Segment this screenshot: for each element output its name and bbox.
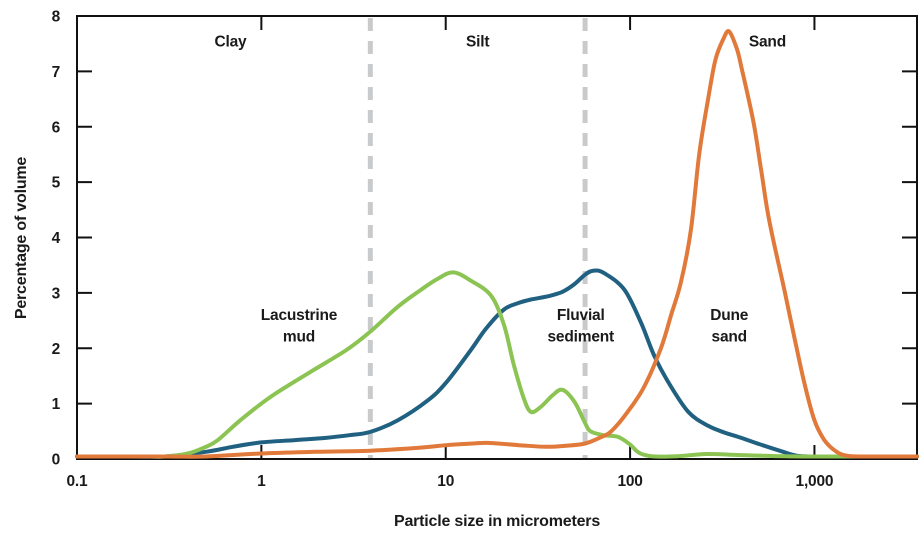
- x-tick-label: 1,000: [796, 473, 834, 490]
- x-tick-label: 0.1: [67, 473, 89, 490]
- lacustrine-mud-curve: [75, 270, 919, 459]
- y-tick-label: 0: [52, 452, 60, 469]
- dune-sand-curve: [75, 29, 919, 459]
- fluvial-sediment-label-line: Fluvial: [557, 307, 605, 324]
- size-class-label: Sand: [749, 33, 786, 50]
- lacustrine-mud-label-line: mud: [283, 328, 315, 345]
- y-tick-label: 3: [52, 285, 61, 302]
- x-tick-label: 1: [257, 473, 266, 490]
- y-tick-label: 1: [52, 396, 61, 413]
- fluvial-sediment-label-line: sediment: [548, 328, 614, 345]
- plot-frame: [76, 15, 918, 460]
- lacustrine-mud-label-line: Lacustrine: [261, 307, 338, 324]
- y-tick-label: 4: [52, 230, 61, 247]
- y-tick-label: 8: [52, 9, 61, 26]
- x-tick-label: 10: [437, 473, 454, 490]
- x-axis-title: Particle size in micrometers: [393, 513, 601, 530]
- dune-sand-label-line: sand: [712, 328, 747, 345]
- y-tick-label: 6: [52, 119, 61, 136]
- fluvial-sediment-curve: [75, 268, 919, 459]
- y-tick-label: 2: [52, 341, 60, 358]
- y-axis-title: Percentage of volume: [13, 156, 30, 320]
- size-class-label: Clay: [215, 33, 248, 50]
- x-tick-label: 100: [617, 473, 642, 490]
- dune-sand-label-line: Dune: [710, 307, 749, 324]
- size-class-label: Silt: [466, 33, 489, 50]
- y-tick-label: 7: [52, 64, 60, 81]
- y-tick-label: 5: [52, 175, 61, 192]
